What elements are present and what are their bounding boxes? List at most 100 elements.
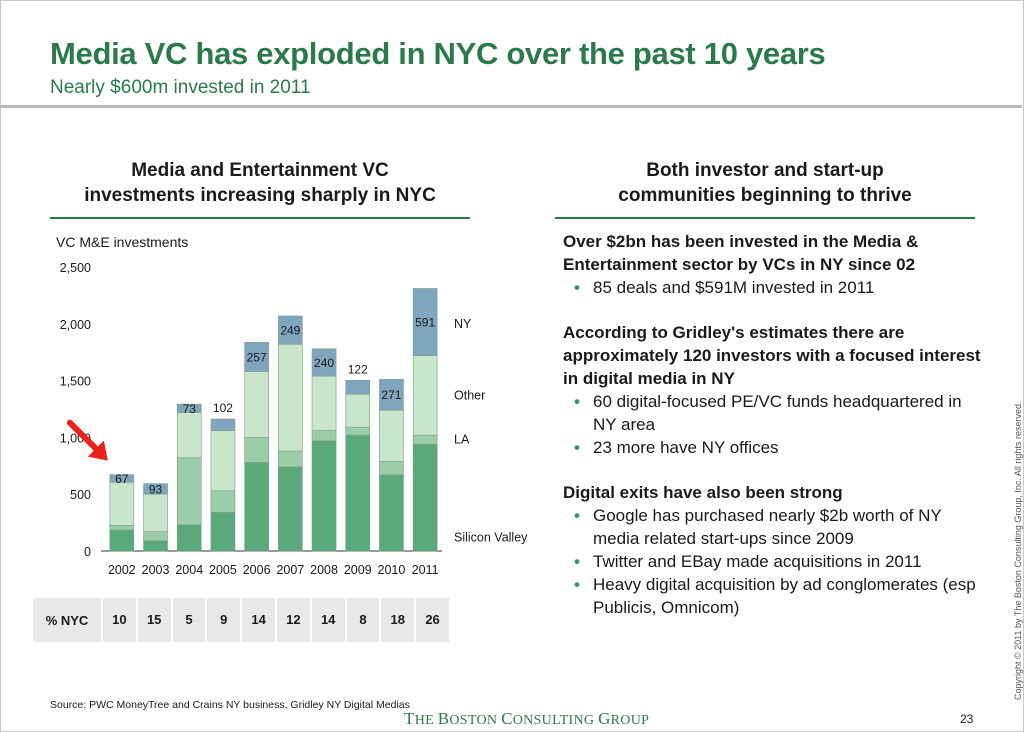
ny-data-label: 73 [183,402,197,416]
x-tick-label: 2005 [209,563,237,577]
ny-data-label: 591 [415,316,435,330]
y-tick-label: 0 [84,545,91,559]
copyright-notice: Copyright © 2011 by The Boston Consultin… [1013,401,1023,700]
bullet-dot-icon: • [574,575,580,594]
y-tick-label: 2,500 [60,261,91,275]
bullet-item: • Twitter and EBay made acquisitions in … [563,550,983,573]
bullet-item: • 85 deals and $591M invested in 2011 [563,276,983,299]
bar-segment-ny [210,418,236,431]
chart-caption: VC M&E investments [56,234,189,250]
bullet-text: Twitter and EBay made acquisitions in 20… [593,552,922,571]
bullet-item: • Heavy digital acquisition by ad conglo… [563,573,983,619]
bar-segment-other [412,355,438,436]
bar-segment-la [244,437,269,463]
bar-segment-ny [143,483,168,495]
bar-segment-silicon-valley [278,466,303,552]
bullet-text: 60 digital-focused PE/VC funds headquart… [593,392,962,434]
bar-segment-silicon-valley [345,434,371,552]
bar-segment-la [210,490,236,513]
bullet-text: Google has purchased nearly $2b worth of… [593,506,942,548]
title-divider [0,105,1022,108]
left-column-heading: Media and Entertainment VC investments i… [50,158,470,208]
slide-title: Media VC has exploded in NYC over the pa… [50,36,826,71]
bar-segment-la [109,525,135,531]
right-heading-line2: communities beginning to thrive [618,185,912,206]
pct-nyc-cell: 18 [379,598,414,642]
pct-nyc-cell: 5 [170,598,206,642]
legend-label: NY [454,317,472,331]
bar-segment-la [412,434,438,445]
pct-nyc-cell: 10 [101,598,136,642]
section-heading: Digital exits have also been strong [563,483,843,502]
legend-label: Silicon Valley [454,531,528,545]
bar-segment-other [311,375,337,431]
y-tick-label: 500 [70,488,91,502]
x-tick-label: 2007 [276,563,304,577]
right-heading-rule [555,217,975,219]
bar-segment-silicon-valley [109,529,135,552]
legend-label: LA [454,433,470,447]
ny-data-label: 102 [213,401,233,415]
ny-data-label: 240 [314,356,334,370]
ny-data-label: 93 [149,482,163,496]
bar-segment-silicon-valley [210,512,236,552]
y-tick-label: 1,500 [60,375,91,389]
section-heading: According to Gridley's estimates there a… [563,323,981,388]
x-tick-label: 2009 [344,563,372,577]
bar-segment-la [311,430,337,442]
bar-segment-other [244,371,269,438]
ny-data-label: 122 [348,362,368,376]
bullet-dot-icon: • [574,552,580,571]
x-tick-label: 2002 [108,563,136,577]
bar-segment-other [278,343,303,452]
bar-segment-silicon-valley [244,462,269,552]
bar-segment-la [278,450,303,468]
pct-nyc-table: % NYC 10 15 5 9 14 12 14 8 18 26 [33,598,449,642]
pct-nyc-cell: 12 [274,598,310,642]
bar-segment-silicon-valley [311,440,337,552]
annotation-arrow-icon [87,440,108,461]
pct-nyc-cell: 8 [344,598,380,642]
bar-segment-silicon-valley [412,443,438,552]
bar-segment-ny [311,348,337,377]
pct-nyc-cell: 14 [309,598,345,642]
slide-subtitle: Nearly $600m invested in 2011 [50,77,311,98]
bar-segment-other [143,493,168,532]
investment-chart: 05001,0001,5002,0002,5002002672003932004… [60,261,528,577]
ny-data-label: 271 [381,388,401,402]
right-heading-line1: Both investor and start-up [646,160,884,181]
bar-segment-other [345,393,371,428]
x-tick-label: 2004 [175,563,203,577]
bar-segment-ny [109,474,135,483]
left-heading-rule [50,217,470,219]
right-column-heading: Both investor and start-up communities b… [555,158,975,208]
x-tick-label: 2003 [142,563,170,577]
bar-segment-ny [244,342,269,372]
bullet-dot-icon: • [574,278,580,297]
x-tick-label: 2010 [378,563,406,577]
bullet-item: • 23 more have NY offices [563,436,983,459]
ny-data-label: 67 [115,472,129,486]
x-tick-label: 2011 [412,563,439,577]
bullet-dot-icon: • [574,392,580,411]
legend-label: Other [454,388,485,402]
bar-segment-ny [176,403,202,413]
ny-data-label: 249 [280,324,300,338]
bullet-item: • 60 digital-focused PE/VC funds headqua… [563,390,983,436]
bar-segment-ny [379,379,404,411]
bullet-dot-icon: • [574,438,580,457]
y-tick-label: 2,000 [60,318,91,332]
x-tick-label: 2006 [243,563,271,577]
annotation-arrow-shaft [66,419,103,456]
section-heading: Over $2bn has been invested in the Media… [563,232,919,274]
pct-nyc-cell: 9 [205,598,240,642]
pct-nyc-cell: 15 [135,598,171,642]
left-heading-line1: Media and Entertainment VC [131,160,389,181]
bar-segment-la [176,457,202,526]
bar-segment-silicon-valley [143,540,168,552]
bullet-text: 85 deals and $591M invested in 2011 [593,278,875,297]
bar-segment-la [143,531,168,542]
bullet-text: 23 more have NY offices [593,438,779,457]
bullet-item: • Google has purchased nearly $2b worth … [563,504,983,550]
left-heading-line2: investments increasing sharply in NYC [84,185,436,206]
